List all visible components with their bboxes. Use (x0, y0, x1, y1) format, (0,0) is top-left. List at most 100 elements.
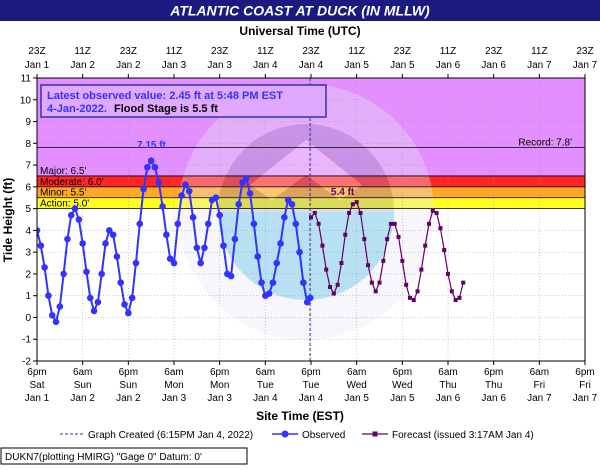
top-tick-time: 11Z (74, 46, 91, 57)
forecast-point (347, 210, 352, 215)
bottom-tick-time: 6am (347, 367, 366, 378)
bottom-tick-day: Thu (485, 380, 502, 391)
observed-point (151, 163, 159, 171)
top-tick-date: Jan 3 (207, 60, 232, 71)
bottom-tick-day: Thu (439, 380, 456, 391)
observed-point (140, 185, 147, 193)
observed-point (56, 303, 64, 310)
observed-point (189, 214, 197, 221)
top-axis-ticks: 23Z Jan 1 11Z Jan 2 23Z Jan 2 11Z Jan 3 23Z Jan 3… (25, 46, 598, 78)
top-axis-title: Universal Time (UTC) (239, 24, 360, 38)
top-tick-time: 11Z (440, 46, 457, 57)
bottom-tick-time: 6am (73, 367, 92, 378)
top-tick-time: 23Z (120, 46, 137, 57)
bottom-tick-day: Wed (346, 380, 366, 391)
bottom-tick-date: Jan 1 (25, 393, 50, 404)
forecast-point (392, 221, 397, 226)
y-tick-label: 4 (25, 226, 31, 237)
y-tick-label: 1 (25, 291, 31, 302)
y-axis-ticks: -2 -1 0 1 2 3 4 5 6 7 8 9 10 11 (20, 74, 37, 368)
observed-point (185, 187, 193, 195)
observed-point (136, 220, 144, 228)
forecast-point (324, 267, 329, 272)
observed-point (128, 294, 136, 302)
title-bar (0, 0, 600, 21)
observed-point (239, 179, 246, 186)
forecast-point (434, 210, 439, 215)
bottom-tick-date: Jan 4 (299, 393, 324, 404)
legend-observed: Observed (302, 430, 345, 441)
observed-point (90, 307, 98, 315)
bottom-tick-date: Jan 6 (481, 393, 506, 404)
observed-point (71, 205, 79, 212)
observed-point (48, 311, 56, 319)
observed-point (144, 163, 151, 171)
series-layer (37, 157, 466, 326)
chart-title: ATLANTIC COAST AT DUCK (IN MLLW) (169, 3, 430, 19)
bottom-tick-date: Jan 6 (436, 393, 461, 404)
bottom-tick-time: 6am (256, 367, 275, 378)
top-tick-time: 23Z (28, 46, 45, 57)
forecast-point (396, 234, 401, 239)
observed-point (174, 220, 182, 228)
observed-point (265, 290, 273, 297)
observed-point (125, 309, 132, 317)
forecast-point (430, 208, 435, 213)
observed-point (37, 242, 45, 249)
bottom-tick-time: 6pm (301, 367, 320, 378)
forecast-point (400, 258, 405, 263)
flood-stage-label: Record: 7.8' (518, 138, 572, 149)
observed-point (163, 231, 170, 239)
forecast-point (328, 284, 333, 289)
forecast-point (369, 280, 374, 285)
observed-point (235, 200, 242, 208)
bottom-tick-date: Jan 2 (116, 393, 141, 404)
observed-point (277, 240, 284, 247)
bottom-tick-day: Sun (74, 380, 92, 391)
bottom-tick-day: Fri (579, 380, 591, 391)
top-tick-date: Jan 2 (70, 60, 95, 71)
y-tick-label: 7 (25, 161, 31, 172)
legend: Graph Created (6:15PM Jan 4, 2022) Obser… (60, 430, 534, 441)
observed-point (306, 294, 314, 302)
y-tick-label: -1 (22, 335, 31, 346)
observed-point (193, 244, 201, 252)
observed-point (117, 279, 125, 286)
y-tick-label: -2 (22, 357, 31, 368)
observed-point (220, 242, 227, 249)
observed-point (258, 279, 265, 286)
observed-point (288, 200, 296, 208)
bottom-tick-day: Tue (257, 380, 274, 391)
forecast-point (446, 271, 450, 276)
observed-point (102, 240, 109, 247)
top-tick-date: Jan 4 (299, 60, 324, 71)
forecast-point (373, 289, 378, 294)
forecast-point (339, 261, 344, 266)
top-tick-date: Jan 6 (436, 60, 461, 71)
forecast-point (404, 282, 409, 287)
y-tick-label: 3 (25, 248, 31, 259)
observed-point (109, 231, 117, 239)
top-tick-time: 23Z (211, 46, 228, 57)
observed-point (147, 157, 155, 165)
legend-forecast: Forecast (issued 3:17AM Jan 4) (392, 430, 534, 441)
observed-point (166, 255, 174, 262)
observed-point (254, 253, 262, 260)
bottom-tick-date: Jan 7 (573, 393, 598, 404)
observed-point (204, 220, 212, 228)
forecast-point (388, 221, 393, 226)
latest-observed-box: Latest observed value: 2.45 ft at 5:48 P… (40, 84, 327, 118)
observed-point (113, 253, 121, 260)
y-tick-label: 5 (25, 204, 31, 215)
observed-point (243, 174, 250, 182)
y-tick-label: 0 (25, 313, 31, 324)
forecast-point (411, 298, 416, 303)
observed-point (300, 279, 307, 286)
observed-point (212, 194, 220, 202)
bottom-tick-day: Fri (533, 380, 545, 391)
bottom-tick-date: Jan 3 (162, 393, 187, 404)
top-tick-time: 11Z (166, 46, 183, 57)
forecast-peak-label: 5.4 ft (331, 187, 355, 198)
bottom-tick-time: 6pm (119, 367, 138, 378)
top-tick-time: 23Z (302, 46, 319, 57)
